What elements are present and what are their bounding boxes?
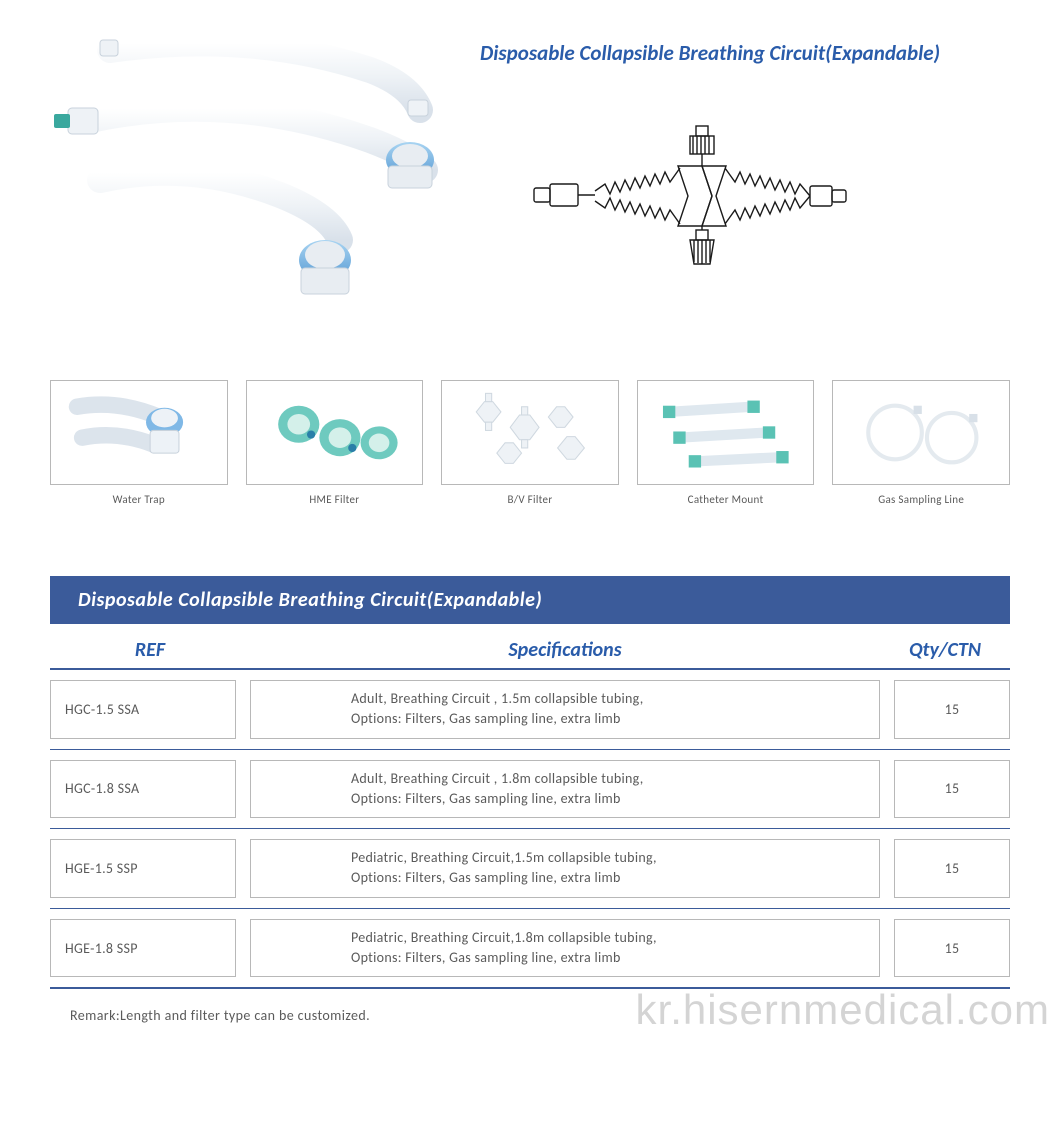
accessory-image-water-trap — [50, 380, 228, 485]
cell-qty: 15 — [894, 839, 1010, 898]
accessory-label: Catheter Mount — [637, 493, 815, 506]
table-column-headers: REF Specifications Qty/CTN — [50, 628, 1010, 670]
table-row: HGE-1.8 SSPPediatric, Breathing Circuit,… — [50, 909, 1010, 990]
table-row: HGE-1.5 SSPPediatric, Breathing Circuit,… — [50, 829, 1010, 909]
cell-ref: HGC-1.8 SSA — [50, 760, 236, 819]
col-header-spec: Specifications — [250, 638, 880, 662]
cell-ref: HGE-1.8 SSP — [50, 919, 236, 978]
accessory-item: B/V Filter — [441, 380, 619, 506]
col-header-ref: REF — [50, 638, 250, 662]
circuit-diagram — [490, 106, 910, 286]
table-remark: Remark:Length and filter type can be cus… — [50, 1007, 1010, 1024]
cell-spec: Adult, Breathing Circuit , 1.5m collapsi… — [250, 680, 880, 739]
accessory-item: Gas Sampling Line — [832, 380, 1010, 506]
accessory-image-bv-filter — [441, 380, 619, 485]
accessory-item: HME Filter — [246, 380, 424, 506]
page-title: Disposable Collapsible Breathing Circuit… — [480, 40, 1010, 66]
cell-ref: HGC-1.5 SSA — [50, 680, 236, 739]
table-row: HGC-1.8 SSAAdult, Breathing Circuit , 1.… — [50, 750, 1010, 830]
table-title: Disposable Collapsible Breathing Circuit… — [50, 576, 1010, 624]
cell-spec: Pediatric, Breathing Circuit,1.8m collap… — [250, 919, 880, 978]
col-header-qty: Qty/CTN — [880, 638, 1010, 662]
product-photo — [50, 30, 450, 320]
accessory-item: Water Trap — [50, 380, 228, 506]
accessory-label: Gas Sampling Line — [832, 493, 1010, 506]
accessory-label: Water Trap — [50, 493, 228, 506]
accessory-image-hme-filter — [246, 380, 424, 485]
cell-qty: 15 — [894, 919, 1010, 978]
cell-qty: 15 — [894, 680, 1010, 739]
accessory-item: Catheter Mount — [637, 380, 815, 506]
accessory-image-catheter-mount — [637, 380, 815, 485]
cell-qty: 15 — [894, 760, 1010, 819]
cell-spec: Pediatric, Breathing Circuit,1.5m collap… — [250, 839, 880, 898]
table-row: HGC-1.5 SSAAdult, Breathing Circuit , 1.… — [50, 670, 1010, 750]
cell-ref: HGE-1.5 SSP — [50, 839, 236, 898]
accessory-image-gas-sampling — [832, 380, 1010, 485]
spec-table: Disposable Collapsible Breathing Circuit… — [50, 576, 1010, 1024]
accessory-label: HME Filter — [246, 493, 424, 506]
accessory-row: Water Trap — [50, 380, 1010, 506]
accessory-label: B/V Filter — [441, 493, 619, 506]
cell-spec: Adult, Breathing Circuit , 1.8m collapsi… — [250, 760, 880, 819]
